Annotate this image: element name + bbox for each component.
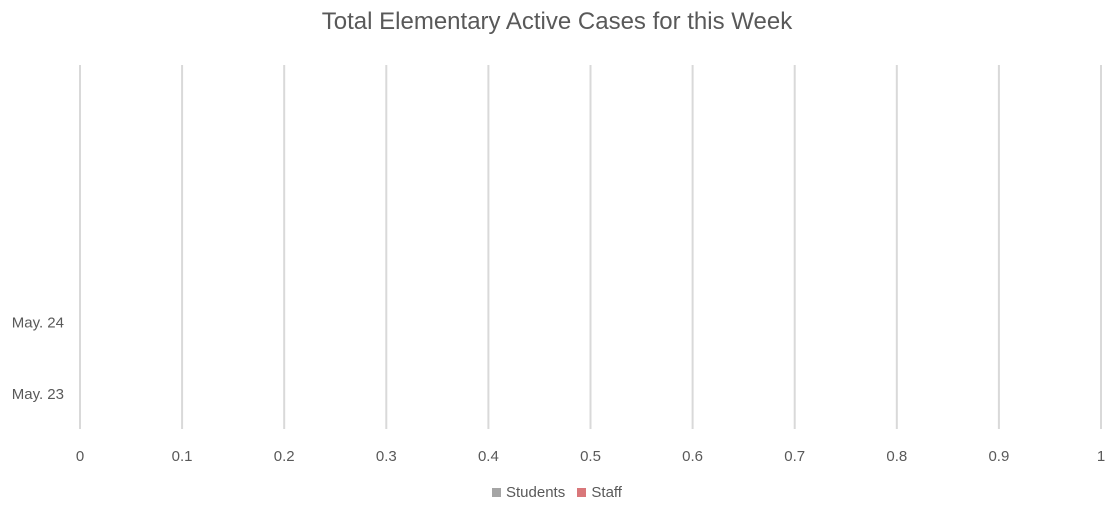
legend: Students Staff (0, 484, 1114, 501)
x-tick-label: 0.4 (478, 448, 499, 465)
x-tick-label: 0.3 (376, 448, 397, 465)
gridlines (79, 65, 1102, 429)
legend-swatch-students (492, 488, 501, 497)
x-tick-label: 0.2 (274, 448, 295, 465)
x-tick-label: 0.5 (580, 448, 601, 465)
x-axis-tick-labels: 0 0.1 0.2 0.3 0.4 0.5 0.6 0.7 0.8 0.9 1 (76, 448, 1105, 465)
x-tick-label: 0 (76, 448, 84, 465)
x-tick-label: 0.8 (886, 448, 907, 465)
x-tick-label: 0.6 (682, 448, 703, 465)
category-label: May. 24 (12, 315, 64, 332)
chart-title: Total Elementary Active Cases for this W… (321, 8, 793, 35)
legend-swatch-staff (577, 488, 587, 497)
legend-label-students: Students (506, 484, 566, 501)
x-tick-label: 0.7 (784, 448, 805, 465)
category-label: May. 23 (12, 386, 64, 403)
legend-label-staff: Staff (591, 484, 622, 501)
x-tick-label: 0.1 (172, 448, 193, 465)
legend-item-staff: Staff (577, 484, 622, 501)
x-tick-label: 1 (1097, 448, 1105, 465)
x-tick-label: 0.9 (988, 448, 1009, 465)
y-axis-category-labels: May. 23 May. 24 (12, 315, 64, 404)
legend-item-students: Students (492, 484, 565, 501)
